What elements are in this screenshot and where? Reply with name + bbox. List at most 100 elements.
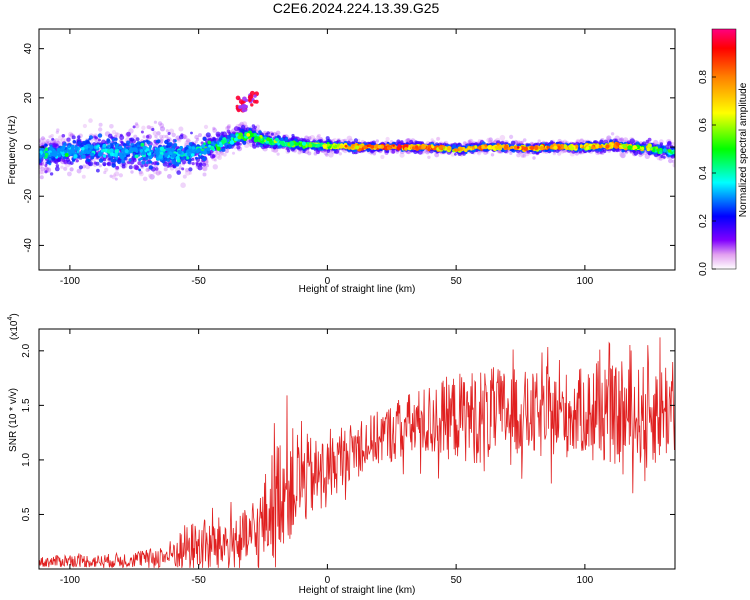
spectrogram-cell xyxy=(194,134,199,140)
spectrogram-cell xyxy=(163,167,168,172)
spectrogram-cell xyxy=(579,138,584,143)
spectrogram-cell xyxy=(66,157,70,162)
spectrogram-cell xyxy=(236,145,241,150)
colorbar-ticks: 0.00.20.40.60.8 xyxy=(698,70,716,276)
spectrogram-cell xyxy=(167,174,172,179)
spectrogram-cell xyxy=(297,150,302,155)
spectrogram-cell xyxy=(499,134,506,141)
spectrogram-cell xyxy=(191,153,195,157)
spectrogram-cell xyxy=(44,170,48,174)
spectrogram-cell xyxy=(123,154,127,157)
spectrogram-cell xyxy=(98,122,103,127)
spectrogram-cell xyxy=(121,149,125,153)
spectrogram-cell xyxy=(126,146,130,150)
spectrogram-cell xyxy=(374,144,379,149)
spectrogram-cell xyxy=(120,140,124,144)
spectrogram-cell xyxy=(353,138,358,143)
spectrogram-cell xyxy=(655,146,659,150)
spectrogram-cell xyxy=(307,136,312,140)
spectrogram-cell xyxy=(82,164,86,169)
spectrogram-cell xyxy=(284,137,289,142)
spectrogram-cell xyxy=(202,156,207,162)
spectrogram-cell xyxy=(218,151,224,157)
spectrogram-cell xyxy=(128,158,132,162)
spectrogram-cell xyxy=(154,134,158,139)
spectrogram-cell xyxy=(427,155,431,159)
spectrogram-cell xyxy=(276,152,280,156)
spectrogram-cell xyxy=(177,150,182,155)
spectrogram-cell xyxy=(478,145,482,148)
spectrogram-cell xyxy=(51,137,55,141)
colorbar-gradient xyxy=(711,28,737,270)
spectrogram-cell xyxy=(146,135,150,139)
spectrogram-cell xyxy=(241,107,247,113)
spectrogram-cell xyxy=(656,148,660,152)
spectrogram-cell xyxy=(71,135,76,140)
spectrogram-cell xyxy=(195,156,198,160)
spectrogram-cell xyxy=(387,144,390,148)
spectrogram-cell xyxy=(385,136,390,142)
spectrogram-cell xyxy=(98,158,104,163)
spectrogram-cell xyxy=(132,125,136,129)
spectrogram-cell xyxy=(467,146,471,150)
spectrogram-cell xyxy=(238,99,244,105)
spectrogram-cell xyxy=(230,133,235,138)
spectrogram-cell xyxy=(78,165,83,170)
spectrogram-cell xyxy=(48,158,52,161)
spectrogram-cell xyxy=(210,145,215,151)
spectrogram-cell xyxy=(158,170,162,175)
spectrogram-cell xyxy=(162,148,166,152)
spectrogram-cell xyxy=(459,147,463,151)
spectrogram-cell xyxy=(207,137,212,142)
spectrogram-cell xyxy=(88,118,93,123)
spectrogram-cell xyxy=(428,144,432,148)
spectrogram-cell xyxy=(217,155,222,160)
spectrogram-cell xyxy=(271,148,275,152)
spectrogram-cell xyxy=(39,169,44,175)
spectrogram-cell xyxy=(618,138,623,143)
spectrogram-cell xyxy=(57,153,62,158)
spectrogram-cell xyxy=(206,150,211,155)
spectrogram-y-tick-label: 20 xyxy=(23,92,34,104)
spectrogram-cell xyxy=(51,142,57,148)
spectrogram-cell xyxy=(178,134,184,140)
spectrogram-cell xyxy=(190,131,193,135)
spectrogram-cell xyxy=(48,146,54,151)
spectrogram-cell xyxy=(159,123,165,128)
spectrogram-cell xyxy=(50,152,53,156)
spectrogram-cell xyxy=(308,143,313,148)
spectrogram-cell xyxy=(97,133,103,138)
spectrogram-cell xyxy=(215,150,219,154)
spectrogram-cell xyxy=(522,154,527,158)
spectrogram-cell xyxy=(280,137,284,141)
spectrogram-cell xyxy=(212,127,218,133)
spectrogram-cell xyxy=(622,137,629,143)
spectrogram-cell xyxy=(77,135,81,139)
spectrogram-cell xyxy=(405,138,411,143)
spectrogram-cell xyxy=(328,152,334,158)
spectrogram-cell xyxy=(48,135,52,139)
spectrogram-cell xyxy=(226,135,231,139)
spectrogram-cell xyxy=(149,145,152,148)
spectrogram-cell xyxy=(332,137,337,142)
spectrogram-cell xyxy=(82,123,87,129)
spectrogram-cell xyxy=(242,96,247,102)
spectrogram-cell xyxy=(141,151,146,156)
spectrogram-cell xyxy=(375,139,379,143)
spectrogram-cell xyxy=(517,146,520,149)
spectrogram-cell xyxy=(244,104,248,109)
spectrogram-cell xyxy=(154,167,159,171)
spectrogram-cell xyxy=(477,151,481,156)
spectrogram-cell xyxy=(212,164,218,170)
spectrogram-cell xyxy=(434,152,440,158)
spectrogram-cell xyxy=(272,145,277,150)
spectrogram-cell xyxy=(123,145,127,149)
spectrogram-cell xyxy=(43,166,49,172)
spectrogram-cell xyxy=(372,152,376,156)
spectrogram-cell xyxy=(213,158,217,162)
spectrogram-cell xyxy=(77,141,81,145)
spectrogram-cell xyxy=(110,144,114,147)
spectrogram-cell xyxy=(55,130,59,134)
spectrogram-cell xyxy=(98,164,102,168)
